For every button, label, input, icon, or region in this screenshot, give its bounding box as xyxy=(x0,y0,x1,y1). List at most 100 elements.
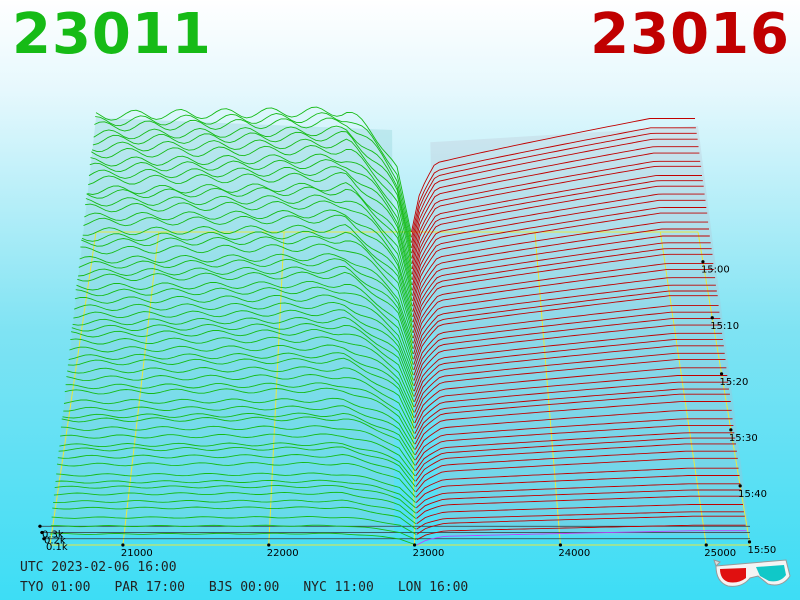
bid-depth-line xyxy=(74,294,414,376)
ask-depth-line xyxy=(411,180,703,280)
bid-depth-line xyxy=(82,224,413,323)
bid-depth-line xyxy=(91,145,412,264)
price-tick-label: 22000 xyxy=(267,548,299,559)
utc-timestamp: UTC 2023-02-06 16:00 xyxy=(20,560,177,575)
bid-depth-line xyxy=(76,280,414,365)
bid-depth-line xyxy=(55,479,416,509)
ask-depth-line xyxy=(413,277,716,355)
bid-depth-line xyxy=(75,286,414,371)
ask-depth-line xyxy=(413,318,721,386)
bid-depth-line xyxy=(78,258,414,349)
time-tick-label: 15:40 xyxy=(738,489,767,500)
time-tick-dot xyxy=(701,260,705,264)
timezone-lon: LON 16:00 xyxy=(397,580,469,595)
bid-depth-line xyxy=(62,412,416,461)
ask-depth-line xyxy=(416,504,743,525)
ask-depth-line xyxy=(412,242,711,328)
bid-depth-line xyxy=(88,166,413,280)
ask-depth-line xyxy=(413,305,719,376)
ask-depth-line xyxy=(411,146,699,254)
bid-depth-line xyxy=(50,524,417,541)
bid-depth-line xyxy=(56,461,416,498)
bid-depth-line xyxy=(52,506,417,530)
time-tick-dot xyxy=(719,372,724,376)
ask-depth-line xyxy=(415,457,738,493)
bid-depth-line xyxy=(51,516,417,535)
ask-depth-line xyxy=(414,345,724,408)
ask-depth-line xyxy=(414,338,723,402)
ask-depth-line xyxy=(415,437,736,477)
ask-depth-line xyxy=(416,495,743,519)
time-tick-label: 15:10 xyxy=(710,321,739,332)
bid-depth-line xyxy=(93,125,412,249)
depth-tick-label: 0.1k xyxy=(46,542,68,553)
bid-depth-line xyxy=(91,138,412,259)
ask-depth-line xyxy=(413,269,715,349)
ask-depth-line xyxy=(411,132,697,243)
ask-depth-line xyxy=(415,450,737,487)
ask-depth-line xyxy=(414,375,728,429)
3d-glasses-icon[interactable] xyxy=(712,556,792,592)
timezone-list: TYO 01:00 PAR 17:00 BJS 00:00 NYC 11:00 LON … xyxy=(20,580,492,595)
bid-depth-line xyxy=(81,235,414,333)
ask-surface-fill xyxy=(430,125,750,536)
bid-depth-line xyxy=(64,387,415,445)
bid-depth-line xyxy=(95,106,412,233)
bid-depth-line xyxy=(85,194,413,302)
bid-depth-line xyxy=(95,112,412,238)
time-tick-dot xyxy=(747,540,752,544)
bid-depth-line xyxy=(78,266,414,355)
bid-depth-line xyxy=(90,153,412,270)
bid-depth-line xyxy=(79,253,414,344)
price-tick-label: 23000 xyxy=(413,548,445,559)
ask-depth-line xyxy=(414,401,731,450)
bid-depth-line xyxy=(61,416,416,466)
bid-depth-line xyxy=(80,243,414,339)
ask-depth-line xyxy=(411,127,696,238)
ask-depth-line xyxy=(415,432,735,471)
price-tick-label: 25000 xyxy=(704,548,736,559)
ask-depth-line xyxy=(412,193,705,291)
price-tick-dot xyxy=(412,543,417,547)
time-tick-dot xyxy=(729,428,733,432)
bid-depth-line xyxy=(59,442,416,482)
bid-depth-line xyxy=(88,172,413,286)
bid-depth-line xyxy=(60,425,416,471)
ask-depth-line xyxy=(411,175,702,275)
ask-depth-line xyxy=(414,367,727,424)
depth-tick-dot xyxy=(38,524,42,528)
bid-depth-line xyxy=(94,117,412,243)
ask-depth-line xyxy=(414,352,725,413)
ask-depth-line xyxy=(412,235,710,323)
ask-depth-line xyxy=(415,418,733,461)
grid-price-line xyxy=(534,231,561,546)
ask-depth-line xyxy=(411,138,698,248)
bid-depth-line xyxy=(60,433,416,477)
ask-depth-line xyxy=(414,359,726,418)
time-tick-label: 15:00 xyxy=(701,265,730,276)
ask-depth-line xyxy=(414,381,729,434)
ask-depth-line xyxy=(416,515,745,535)
ask-depth-line xyxy=(412,185,704,286)
ask-depth-line xyxy=(412,248,712,333)
bid-depth-line xyxy=(53,499,417,525)
bid-depth-line xyxy=(67,366,415,429)
ask-depth-line xyxy=(413,263,714,344)
bid-depth-line xyxy=(66,374,415,434)
depth-tick-label: 0.3k xyxy=(42,529,64,540)
bid-depth-line xyxy=(63,405,416,456)
axis-labels: 0.1k0.2k0.3k 21000 22000 23000 24000 25000 15:… xyxy=(38,260,776,559)
price-tick-dot xyxy=(704,543,708,547)
chart-grid xyxy=(38,231,751,546)
bid-depth-line xyxy=(71,323,415,397)
ask-depth-line xyxy=(412,199,706,296)
ask-price-label: 23016 xyxy=(590,2,790,67)
ask-depth-line xyxy=(413,311,720,381)
bid-depth-line xyxy=(71,329,415,402)
ask-depth-line xyxy=(415,424,734,466)
bid-depth-line xyxy=(81,230,413,328)
bid-depth-line xyxy=(74,301,414,381)
time-tick-label: 15:50 xyxy=(747,545,776,556)
ask-depth-line xyxy=(415,483,741,509)
